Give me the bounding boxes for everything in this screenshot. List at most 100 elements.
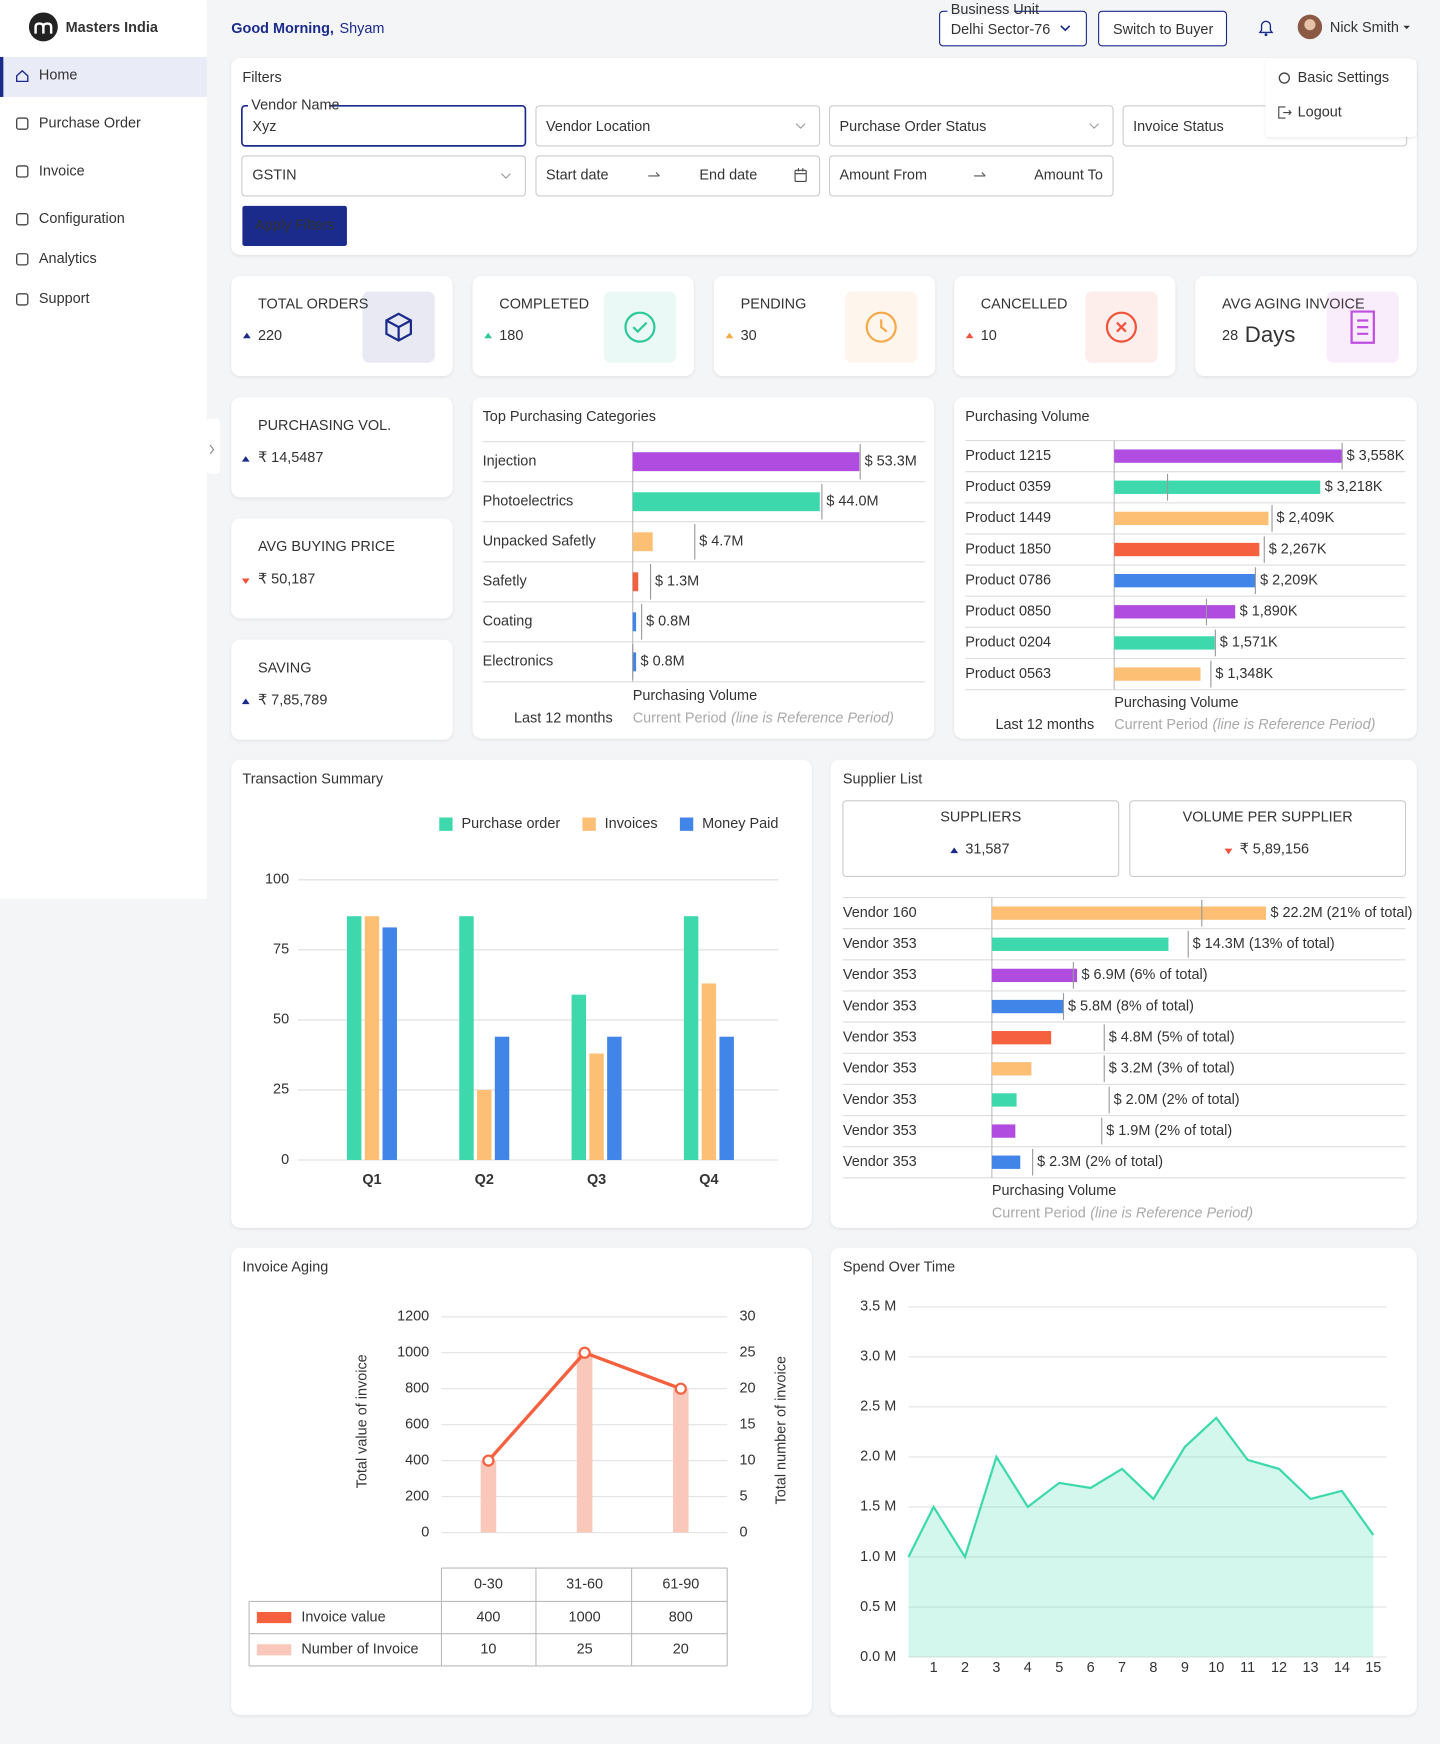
trend-arrow [242,332,251,339]
table-header: 0-30 [474,1577,503,1593]
placeholder: Purchase Order Status [840,119,987,135]
card [472,397,935,739]
trend-arrow [1224,848,1233,855]
legend-swatch [256,1612,292,1624]
bar [477,1089,492,1160]
switch-button[interactable] [1098,10,1228,47]
bar [480,1460,497,1533]
kpi-value: ₹ 14,5487 [258,450,323,466]
value-label: $ 2,209K [1260,572,1318,588]
value-label: $ 0.8M [641,654,685,670]
x-tick-label: 11 [1240,1660,1255,1676]
category-label: Vendor 353 [843,998,917,1014]
period-label: Last 12 months [514,710,613,726]
value-label: $ 3.2M (3% of total) [1109,1061,1235,1077]
bar [632,532,653,552]
y2-tick-label: 5 [739,1488,747,1504]
table-cell: 800 [669,1609,693,1625]
legend-note: Current Period (line is Reference Period) [992,1205,1253,1221]
x-tick-label: 12 [1271,1660,1287,1676]
x-tick-label: 7 [1118,1660,1126,1676]
category-label: Product 0850 [965,604,1051,620]
y2-tick-label: 10 [739,1452,755,1468]
y2-tick-label: 30 [739,1309,755,1325]
axis-title: Purchasing Volume [992,1183,1116,1199]
legend-label: Number of Invoice [301,1642,418,1658]
sidebar [0,0,207,899]
nav-item[interactable]: Analytics [16,251,97,267]
y2-tick-label: 25 [739,1345,755,1361]
kpi-icon-tile [603,291,677,363]
category-label: Vendor 160 [843,905,917,921]
y2-tick-label: 15 [739,1416,755,1432]
settings-icon [1278,72,1290,84]
y2-tick-label: 20 [739,1381,755,1397]
value-label: $ 2,267K [1269,541,1327,557]
nav-label: Configuration [39,211,125,227]
category-label: Product 0786 [965,572,1051,588]
bar [991,1062,1032,1076]
menu-item[interactable]: Logout [1298,104,1342,120]
value-label: $ 53.3M [865,453,917,469]
vendor-location-select[interactable] [535,105,821,147]
bar [719,1036,734,1160]
summary-value: 31,587 [965,842,1009,858]
y2-axis-title: Total number of invoice [774,1356,790,1504]
nav-item[interactable]: Configuration [16,211,125,227]
category-label: Coating [483,614,533,630]
date-range-input[interactable] [535,155,821,197]
category-label: Product 1215 [965,448,1051,464]
range-arrow [974,172,986,177]
kpi-card [231,639,453,740]
gstin-select[interactable] [241,155,526,197]
apply-button-label: Apply Filters [255,218,334,234]
kpi-card [1195,275,1417,377]
category-label: Product 1449 [965,510,1051,526]
menu-item[interactable]: Basic Settings [1298,70,1389,86]
vendor-name-input[interactable] [241,105,527,147]
trend-arrow [241,578,250,584]
bar [632,452,860,472]
placeholder: End date [699,168,757,184]
po-status-select[interactable] [828,105,1114,147]
legend-current: Current Period [992,1205,1086,1221]
bar [991,1093,1017,1107]
bar [1114,605,1236,619]
logo-glyph [34,22,53,34]
nav-item[interactable]: Home [16,68,78,84]
amount-range-input[interactable] [828,155,1114,197]
kpi-value: 220 [258,328,282,344]
period-label: Last 12 months [995,717,1094,733]
calendar-icon-detail [795,168,807,175]
trend-arrow [950,847,959,854]
nav-item[interactable]: Support [16,291,90,307]
kpi-card [231,397,453,498]
chevron [1060,25,1071,32]
nav-item[interactable]: Invoice [16,163,85,179]
category-label: Product 1850 [965,541,1051,557]
profile-name[interactable]: Nick Smith [1330,20,1399,36]
collapse-tab[interactable] [206,418,221,474]
x-tick-label: 4 [1024,1660,1032,1676]
kpi-value: 30 [741,328,757,344]
axis-title: Purchasing Volume [1114,695,1238,711]
y-tick-label: 800 [405,1381,429,1397]
nav-item[interactable]: Purchase Order [16,115,141,131]
y-tick-label: 0.5 M [860,1599,896,1615]
nav-label: Support [39,291,90,307]
y-tick-label: 0.0 M [860,1649,896,1665]
nav-icon [16,165,29,178]
legend-swatch [439,817,453,831]
label-bg [947,4,1015,16]
category-label: Vendor 353 [843,1123,917,1139]
kpi-card [231,275,453,377]
table-header: 31-60 [566,1577,603,1593]
x-tick-label: Q4 [699,1172,718,1188]
bell-icon[interactable] [1258,20,1274,34]
greeting: Good Morning, Shyam [231,21,384,37]
y-tick-label: 50 [273,1012,289,1028]
nav-icon [16,293,29,306]
apply-button[interactable] [242,205,347,246]
y2-tick-label: 0 [739,1524,747,1540]
summary-box [1129,800,1407,878]
